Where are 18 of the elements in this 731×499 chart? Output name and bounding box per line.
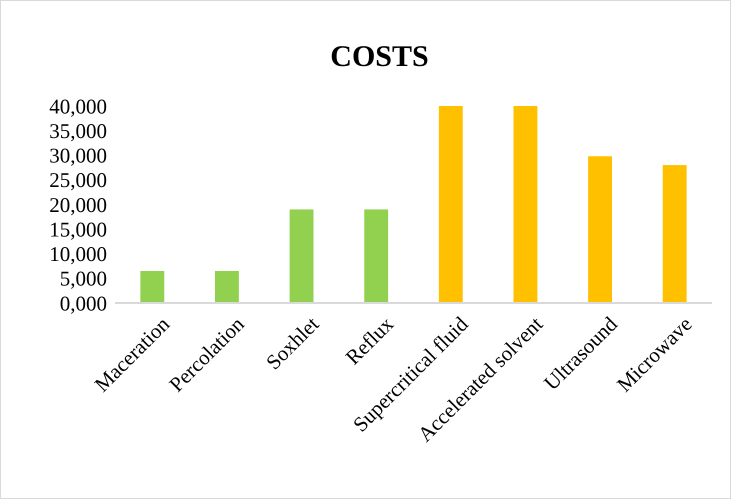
y-tick-label: 25,000	[49, 168, 107, 192]
y-tick-label: 15,000	[49, 217, 107, 242]
bar	[588, 156, 612, 303]
bar	[438, 106, 463, 303]
chart-title: COSTS	[330, 40, 429, 73]
y-tick-label: 20,000	[49, 192, 107, 217]
bar	[513, 106, 538, 303]
y-tick-label: 30,000	[49, 144, 107, 168]
bar	[290, 209, 314, 303]
bar	[662, 165, 687, 303]
y-tick-label: 35,000	[49, 118, 107, 143]
bar	[215, 270, 239, 303]
y-tick-label: 5,000	[60, 266, 107, 291]
y-tick-label: 40,000	[49, 94, 107, 118]
bar	[140, 270, 164, 303]
bar	[364, 209, 388, 303]
y-tick-label: 0,000	[60, 291, 107, 316]
y-tick-label: 10,000	[49, 242, 107, 266]
